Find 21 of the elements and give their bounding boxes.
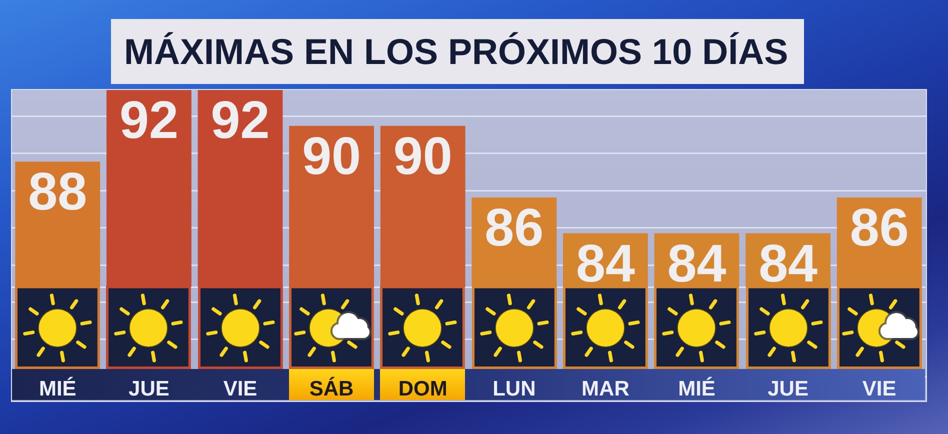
x-tick-label: MIÉ [38, 376, 76, 400]
data-label: 84 [758, 234, 818, 294]
data-label: 86 [850, 198, 909, 258]
data-label: 90 [393, 126, 452, 186]
x-tick-label: VIE [862, 377, 896, 400]
x-tick-label: SÁB [309, 376, 354, 400]
x-tick-label: JUE [128, 377, 170, 400]
data-label: 86 [484, 198, 544, 258]
data-label: 92 [210, 91, 270, 150]
x-tick-label: DOM [398, 377, 448, 400]
chart-title: MÁXIMAS EN LOS PRÓXIMOS 10 DÍAS [111, 19, 804, 84]
data-label: 90 [302, 126, 362, 186]
data-label: 88 [28, 162, 88, 222]
x-tick-label: VIE [223, 377, 258, 400]
data-label: 92 [119, 91, 178, 150]
x-tick-label: LUN [492, 377, 536, 400]
x-tick-label: MIÉ [678, 376, 716, 400]
data-label: 84 [576, 234, 636, 294]
data-label: 84 [667, 234, 727, 294]
x-tick-label: MAR [582, 377, 630, 400]
x-tick-label: JUE [768, 377, 808, 400]
